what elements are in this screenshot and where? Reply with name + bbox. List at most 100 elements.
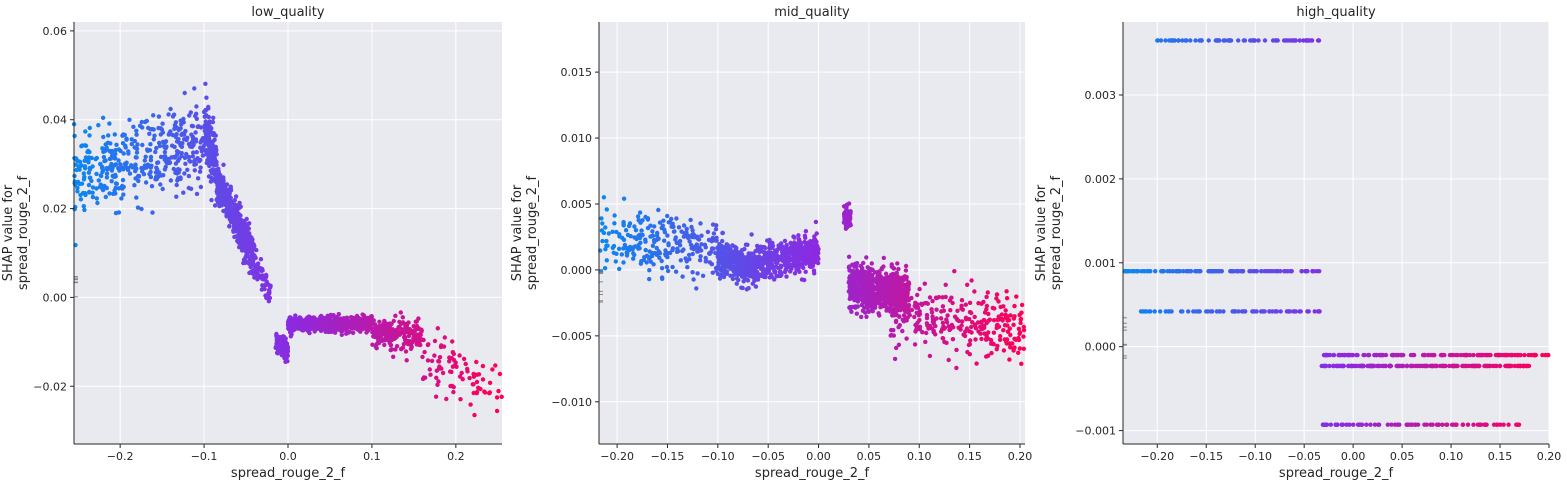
scatter-point bbox=[499, 394, 504, 399]
scatter-point bbox=[1231, 309, 1236, 314]
scatter-point bbox=[880, 304, 886, 309]
y-axis-label-line: spread_rouge_2_f bbox=[525, 176, 540, 291]
scatter-point bbox=[149, 184, 155, 189]
scatter-point bbox=[434, 375, 439, 380]
scatter-point bbox=[148, 154, 154, 160]
scatter-point bbox=[172, 126, 177, 131]
scatter-point bbox=[1021, 327, 1027, 333]
scatter-point bbox=[783, 246, 789, 251]
scatter-point bbox=[77, 159, 83, 164]
scatter-point bbox=[696, 248, 701, 254]
chart-panel-2: −0.20 −0.15 −0.10 −0.05 0.00 0.05 0.10 0.15 0.20… bbox=[510, 5, 1032, 481]
scatter-point bbox=[940, 320, 946, 325]
scatter-point bbox=[1021, 334, 1026, 339]
scatter-point bbox=[876, 311, 881, 316]
scatter-point bbox=[275, 339, 281, 344]
scatter-point bbox=[404, 358, 409, 363]
scatter-point bbox=[134, 166, 139, 171]
scatter-point bbox=[650, 253, 655, 259]
scatter-point bbox=[458, 397, 463, 402]
scatter-point bbox=[860, 265, 865, 271]
scatter-point bbox=[118, 148, 123, 154]
scatter-point bbox=[931, 328, 936, 334]
scatter-point bbox=[922, 281, 927, 286]
scatter-point bbox=[482, 390, 488, 395]
scatter-point bbox=[1007, 357, 1012, 362]
scatter-point bbox=[888, 333, 893, 338]
scatter-point bbox=[695, 271, 700, 276]
scatter-point bbox=[1256, 38, 1261, 43]
scatter-point bbox=[899, 279, 904, 285]
scatter-point bbox=[1346, 363, 1351, 369]
scatter-point bbox=[924, 321, 930, 326]
scatter-point bbox=[705, 229, 711, 235]
scatter-point bbox=[260, 283, 265, 288]
scatter-point bbox=[1309, 38, 1314, 43]
y-axis-label-line: SHAP value for bbox=[510, 184, 525, 281]
scatter-point bbox=[426, 342, 431, 347]
scatter-point bbox=[739, 270, 745, 276]
scatter-point bbox=[463, 361, 468, 367]
scatter-point bbox=[690, 251, 695, 257]
scatter-point bbox=[804, 240, 810, 246]
scatter-point bbox=[934, 296, 939, 301]
scatter-point bbox=[1447, 352, 1453, 358]
scatter-point bbox=[637, 235, 643, 241]
scatter-point bbox=[442, 335, 447, 340]
scatter-point bbox=[134, 128, 139, 133]
scatter-point bbox=[354, 313, 360, 319]
scatter-point bbox=[94, 186, 99, 191]
scatter-point bbox=[698, 221, 703, 226]
scatter-point bbox=[924, 312, 930, 318]
scatter-point bbox=[872, 270, 878, 275]
scatter-point bbox=[194, 150, 199, 155]
scatter-point bbox=[1425, 352, 1431, 358]
scatter-point bbox=[180, 131, 185, 136]
scatter-point bbox=[720, 270, 726, 275]
scatter-point bbox=[716, 257, 722, 262]
scatter-point bbox=[746, 253, 751, 258]
scatter-point bbox=[284, 355, 289, 360]
scatter-point bbox=[288, 326, 293, 331]
scatter-point bbox=[604, 207, 609, 212]
scatter-point bbox=[648, 223, 653, 228]
scatter-point bbox=[1304, 38, 1309, 43]
scatter-point bbox=[652, 224, 657, 229]
scatter-point bbox=[468, 402, 473, 407]
scatter-point bbox=[1130, 269, 1135, 274]
scatter-point bbox=[955, 317, 960, 323]
scatter-point bbox=[1251, 38, 1256, 43]
scatter-point bbox=[813, 219, 819, 225]
scatter-point bbox=[897, 314, 902, 319]
scatter-point bbox=[176, 127, 181, 133]
scatter-point bbox=[1331, 352, 1337, 358]
scatter-point bbox=[903, 268, 909, 273]
scatter-point bbox=[681, 223, 687, 228]
x-tick-label: 0.0 bbox=[279, 450, 297, 463]
y-tick-label: 0.06 bbox=[43, 25, 68, 38]
scatter-point bbox=[258, 257, 264, 262]
scatter-point bbox=[998, 334, 1003, 339]
scatter-point bbox=[931, 319, 936, 324]
scatter-point bbox=[86, 170, 92, 175]
scatter-point bbox=[100, 115, 106, 121]
scatter-point bbox=[613, 259, 618, 264]
scatter-point bbox=[388, 343, 393, 348]
scatter-point bbox=[903, 303, 909, 308]
scatter-point bbox=[812, 234, 817, 239]
scatter-point bbox=[83, 155, 89, 160]
scatter-point bbox=[1515, 363, 1520, 369]
scatter-point bbox=[113, 185, 118, 191]
scatter-point bbox=[1003, 312, 1008, 318]
scatter-point bbox=[226, 189, 232, 195]
scatter-point bbox=[198, 145, 203, 150]
scatter-point bbox=[803, 269, 808, 274]
scatter-point bbox=[307, 330, 312, 336]
scatter-point bbox=[212, 137, 217, 142]
scatter-point bbox=[734, 248, 739, 254]
scatter-point bbox=[974, 361, 979, 366]
scatter-point bbox=[199, 149, 204, 154]
scatter-point bbox=[422, 375, 428, 380]
scatter-point bbox=[432, 338, 438, 344]
scatter-point bbox=[796, 233, 801, 238]
